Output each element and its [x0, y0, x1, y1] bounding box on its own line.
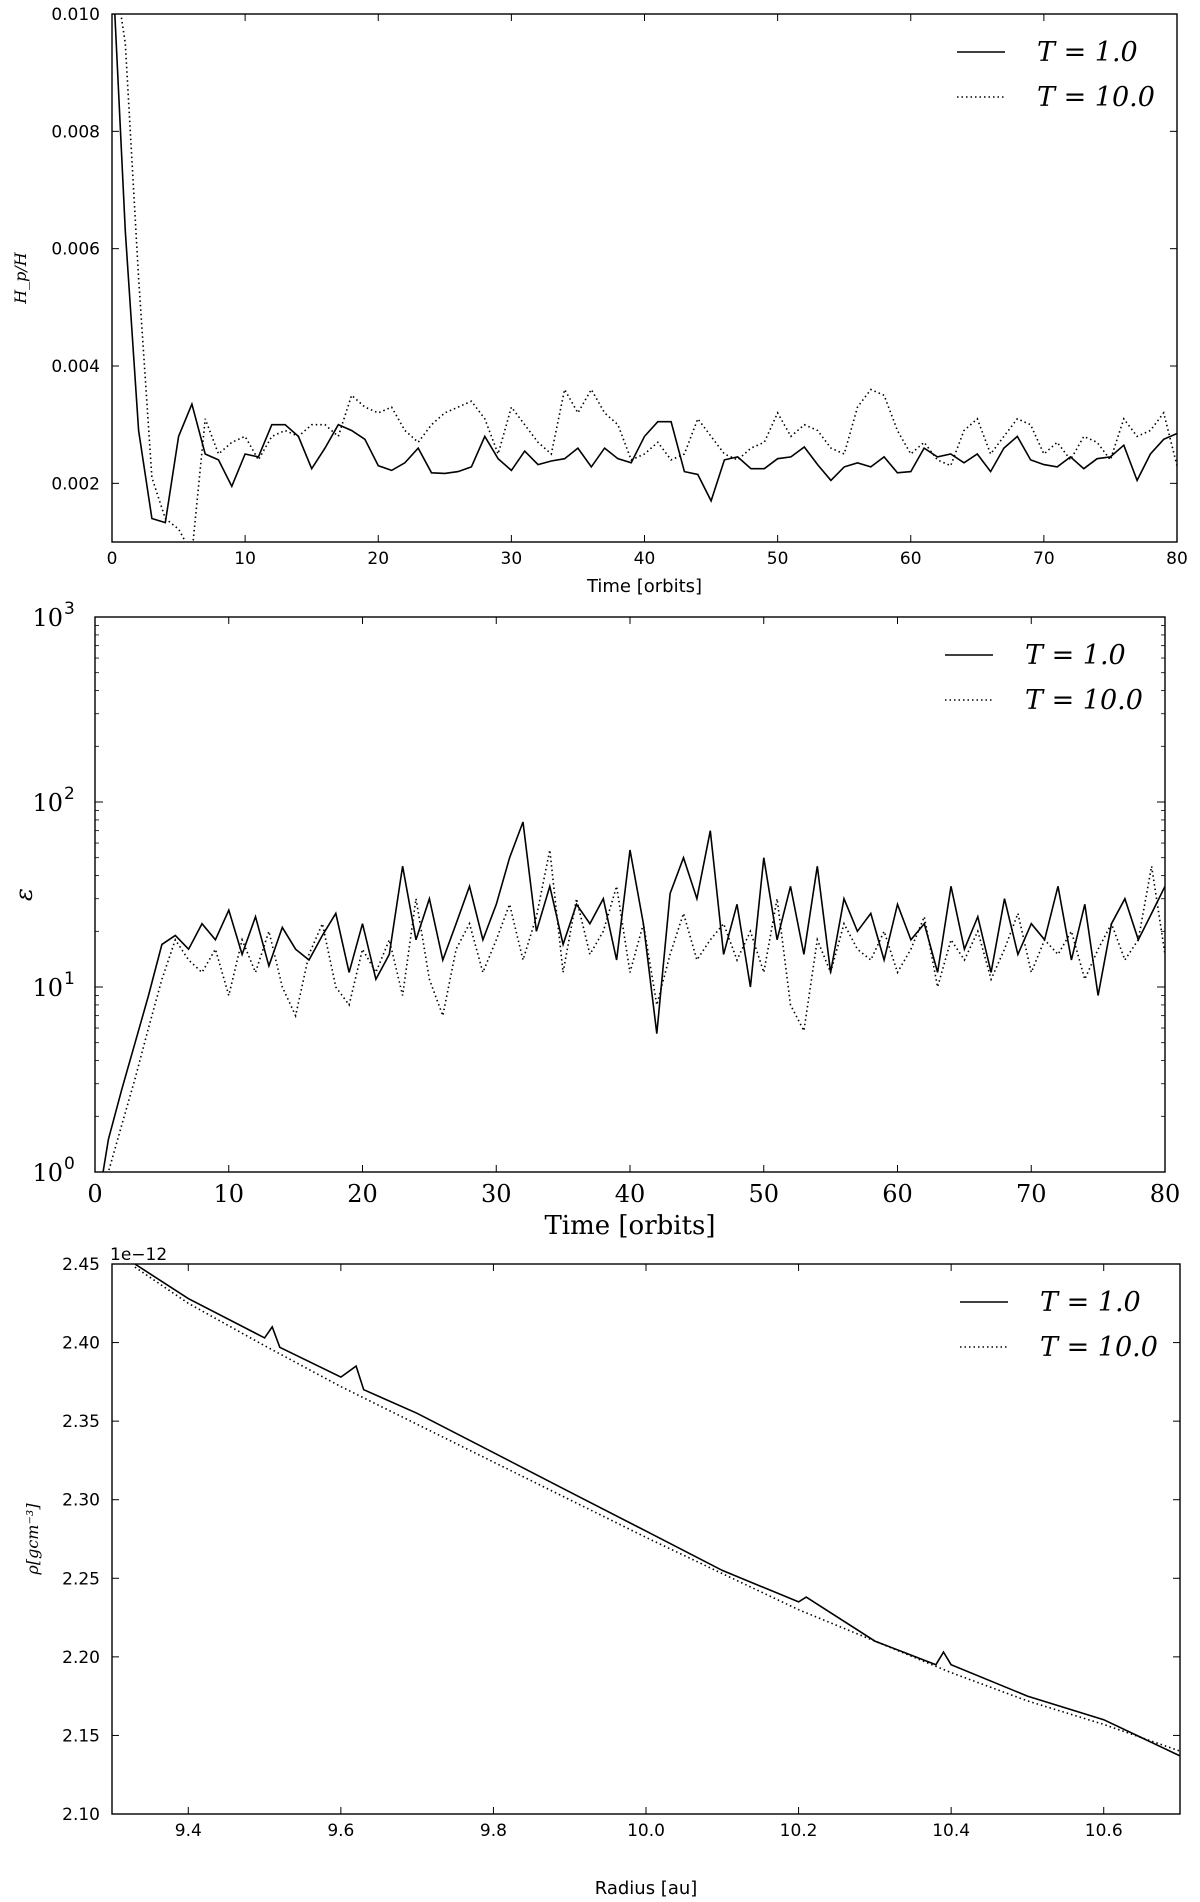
y-tick-exponent: 2: [64, 784, 75, 804]
x-tick-label: 10: [213, 1180, 244, 1208]
x-axis-label: Radius [au]: [595, 1878, 698, 1899]
legend-label: T = 1.0: [1037, 37, 1138, 68]
x-tick-label: 10.0: [627, 1821, 665, 1841]
y-tick-exponent: 0: [64, 1154, 75, 1174]
chart-panel-1: 0 10 20 30 40 50 60 70 80 0.002 0.004 0.006 0.008 0.0…: [11, 5, 1188, 597]
y-tick-label: 2.45: [62, 1255, 100, 1275]
chart-panel-3: 9.4 9.6 9.8 10.0 10.2 10.4 10.6 2.10 2.15 2.20 2.2…: [23, 1245, 1181, 1899]
x-tick-label: 9.8: [480, 1821, 507, 1841]
x-tick-label: 80: [1150, 1180, 1181, 1208]
y-tick-label: 2.25: [62, 1569, 100, 1589]
y-axis-label: H_p/H: [11, 251, 30, 305]
y-axis-label: ρ[gcm⁻³]: [23, 1503, 42, 1576]
x-tick-label: 20: [367, 549, 389, 569]
y-tick-label: 0.006: [51, 240, 100, 260]
y-tick-label: 2.40: [62, 1334, 100, 1354]
y-tick-label: 0.008: [51, 122, 100, 142]
series-line-solid: [134, 1264, 1180, 1757]
x-tick-label: 9.6: [327, 1821, 354, 1841]
y-tick-label: 0.010: [51, 5, 100, 25]
legend-label: T = 10.0: [1040, 1332, 1158, 1363]
x-tick-label: 10.4: [932, 1821, 970, 1841]
series-line-dotted: [134, 1266, 1180, 1752]
x-tick-label: 40: [615, 1180, 646, 1208]
y-tick-label: 10: [32, 789, 63, 817]
y-offset-label: 1e−12: [110, 1245, 167, 1265]
series-line-dotted: [107, 849, 1165, 1172]
x-tick-label: 70: [1033, 549, 1055, 569]
y-tick-label: 2.15: [62, 1726, 100, 1746]
series-line-solid: [102, 821, 1165, 1172]
y-tick-label: 10: [32, 604, 63, 632]
x-tick-label: 10: [234, 549, 256, 569]
y-tick-label: 2.30: [62, 1491, 100, 1511]
plot-frame: [94, 616, 1166, 1173]
plot-frame: [111, 13, 1178, 543]
y-tick-exponent: 1: [64, 969, 75, 989]
y-tick-label: 10: [32, 974, 63, 1002]
legend-label: T = 1.0: [1025, 640, 1126, 671]
x-tick-label: 0: [87, 1180, 102, 1208]
x-tick-label: 50: [748, 1180, 779, 1208]
y-tick-label: 0.002: [51, 474, 100, 494]
x-tick-label: 9.4: [175, 1821, 202, 1841]
y-tick-label: 2.10: [62, 1805, 100, 1825]
x-tick-label: 10.2: [780, 1821, 818, 1841]
legend-label: T = 10.0: [1025, 685, 1143, 716]
x-axis-label: Time [orbits]: [586, 576, 702, 597]
x-tick-label: 50: [767, 549, 789, 569]
x-tick-label: 0: [107, 549, 118, 569]
x-tick-label: 60: [900, 549, 922, 569]
plot-frame: [111, 1263, 1181, 1815]
series-line-dotted: [120, 14, 1177, 542]
x-tick-label: 30: [501, 549, 523, 569]
x-tick-label: 60: [882, 1180, 913, 1208]
y-tick-exponent: 3: [64, 599, 75, 619]
x-tick-label: 20: [347, 1180, 378, 1208]
legend-label: T = 10.0: [1037, 82, 1155, 113]
y-tick-label: 10: [32, 1159, 63, 1187]
x-axis-label: Time [orbits]: [544, 1211, 715, 1241]
y-tick-label: 2.35: [62, 1412, 100, 1432]
x-tick-label: 10.6: [1085, 1821, 1123, 1841]
x-tick-label: 30: [481, 1180, 512, 1208]
x-tick-label: 40: [634, 549, 656, 569]
series-line-solid: [114, 14, 1177, 524]
x-tick-label: 70: [1016, 1180, 1047, 1208]
y-tick-label: 2.20: [62, 1648, 100, 1668]
y-axis-label: ε: [10, 888, 38, 901]
legend-label: T = 1.0: [1040, 1287, 1141, 1318]
x-tick-label: 80: [1166, 549, 1188, 569]
y-tick-label: 0.004: [51, 357, 100, 377]
